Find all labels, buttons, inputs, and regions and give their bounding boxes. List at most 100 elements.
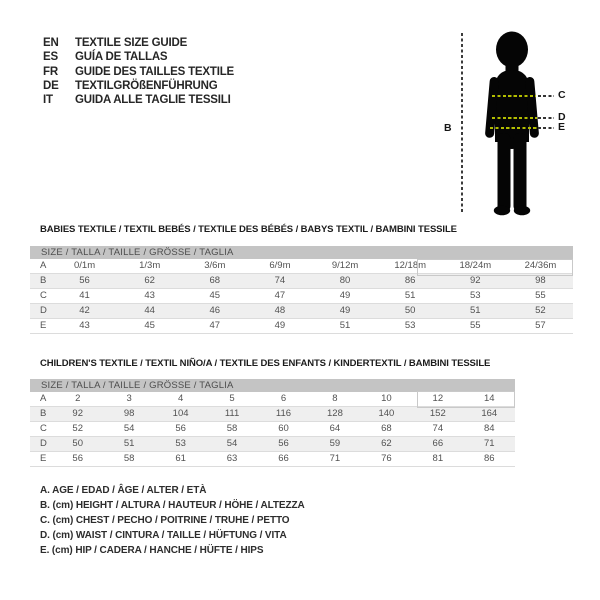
table-cell: 58 — [226, 423, 238, 434]
table-cell: 92 — [470, 275, 481, 286]
row-label: B — [40, 275, 47, 286]
table-row: B 56 62 68 74 80 86 92 98 — [30, 274, 573, 289]
table-cell: 63 — [226, 453, 238, 464]
table-cell: 46 — [209, 305, 221, 316]
table-cell: 49 — [339, 290, 351, 301]
table-cell: 54 — [226, 438, 238, 449]
table-cell: 18/24m — [459, 260, 492, 271]
waist-measure-label: D — [558, 111, 566, 123]
table-cell: 12 — [432, 393, 444, 404]
height-measure-line — [461, 33, 463, 213]
table-cell: 56 — [72, 453, 83, 464]
chest-measure-dash — [492, 95, 536, 97]
table-cell: 3 — [126, 393, 132, 404]
table-cell: 86 — [483, 453, 495, 464]
table-cell: 116 — [275, 408, 292, 419]
table-row: A 2 3 4 5 6 8 10 12 14 — [30, 392, 515, 407]
table-cell: 45 — [209, 290, 221, 301]
row-label: C — [40, 423, 47, 434]
table-cell: 3/6m — [204, 260, 226, 271]
table-cell: 50 — [72, 438, 83, 449]
table-cell: 104 — [172, 408, 189, 419]
table-cell: 57 — [535, 320, 546, 331]
table-cell: 51 — [123, 438, 135, 449]
table-cell: 51 — [339, 320, 351, 331]
babies-size-table: SIZE / TALLA / TAILLE / GRÖSSE / TAGLIA … — [30, 246, 573, 334]
table-cell: 43 — [79, 320, 90, 331]
table-cell: 55 — [535, 290, 546, 301]
language-title: TEXTILE SIZE GUIDE — [75, 37, 188, 49]
children-table-rows: A 2 3 4 5 6 8 10 12 14 B 92 98 104 111 116 128 140 152 164 C… — [30, 392, 515, 467]
babies-table-rows: A 0/1m 1/3m 3/6m 6/9m 9/12m 12/18m 18/24m 24/36m… — [30, 259, 573, 334]
table-cell: 14 — [483, 393, 495, 404]
table-row: C 52 54 56 58 60 64 68 74 84 — [30, 422, 515, 437]
table-cell: 8 — [332, 393, 338, 404]
hip-measure-label: E — [558, 121, 566, 133]
table-cell: 52 — [535, 305, 546, 316]
measurement-legend: A. AGE / EDAD / ÂGE / ALTER / ETÀ B. (cm)… — [40, 483, 305, 558]
legend-line: D. (cm) WAIST / CINTURA / TAILLE / HÜFTU… — [40, 530, 287, 541]
legend-line: C. (cm) CHEST / PECHO / POITRINE / TRUHE… — [40, 515, 290, 526]
table-cell: 71 — [329, 453, 341, 464]
table-row: D 50 51 53 54 56 59 62 66 71 — [30, 437, 515, 452]
language-title: GUIDE DES TAILLES TEXTILE — [75, 65, 234, 78]
babies-table-title: BABIES TEXTILE / TEXTIL BEBÉS / TEXTILE … — [40, 224, 457, 235]
table-cell: 12/18m — [394, 260, 427, 271]
language-code: DE — [43, 79, 59, 92]
row-label: C — [40, 290, 47, 301]
table-cell: 5 — [229, 393, 235, 404]
child-silhouette — [485, 31, 539, 216]
table-cell: 62 — [144, 275, 155, 286]
language-title: GUIDA ALLE TAGLIE TESSILI — [75, 94, 231, 107]
table-cell: 56 — [278, 438, 289, 449]
row-label: E — [40, 320, 47, 331]
language-row: FR GUIDE DES TAILLES TEXTILE — [43, 65, 234, 79]
table-cell: 53 — [175, 438, 186, 449]
table-cell: 66 — [432, 438, 444, 449]
table-cell: 1/3m — [139, 260, 161, 271]
children-size-table: SIZE / TALLA / TAILLE / GRÖSSE / TAGLIA … — [30, 379, 515, 467]
table-cell: 43 — [144, 290, 155, 301]
table-cell: 81 — [432, 453, 444, 464]
table-cell: 74 — [274, 275, 286, 286]
table-cell: 56 — [79, 275, 90, 286]
height-measure-label: B — [444, 122, 452, 134]
waist-connector-dash — [538, 117, 554, 119]
table-cell: 53 — [404, 320, 416, 331]
table-cell: 55 — [470, 320, 481, 331]
table-cell: 66 — [278, 453, 289, 464]
table-cell: 47 — [209, 320, 221, 331]
row-label: A — [40, 260, 47, 271]
language-row: EN TEXTILE SIZE GUIDE — [43, 36, 234, 50]
table-cell: 53 — [470, 290, 481, 301]
table-cell: 80 — [339, 275, 351, 286]
table-cell: 49 — [339, 305, 351, 316]
table-cell: 54 — [123, 423, 135, 434]
table-cell: 42 — [79, 305, 90, 316]
row-label: D — [40, 305, 47, 316]
row-label: E — [40, 453, 47, 464]
table-cell: 164 — [481, 408, 498, 419]
table-cell: 2 — [75, 393, 81, 404]
table-row: A 0/1m 1/3m 3/6m 6/9m 9/12m 12/18m 18/24m 24/36m — [30, 259, 573, 274]
table-row: E 43 45 47 49 51 53 55 57 — [30, 319, 573, 334]
table-cell: 50 — [404, 305, 416, 316]
table-cell: 98 — [123, 408, 135, 419]
table-cell: 86 — [404, 275, 416, 286]
table-cell: 51 — [470, 305, 481, 316]
babies-highlight-box — [417, 259, 573, 276]
children-size-header-bar: SIZE / TALLA / TAILLE / GRÖSSE / TAGLIA — [30, 379, 515, 392]
row-label: D — [40, 438, 47, 449]
language-title-list: EN TEXTILE SIZE GUIDE ES GUÍA DE TALLAS FR GU… — [43, 36, 234, 107]
table-cell: 128 — [327, 408, 343, 419]
legend-line: B. (cm) HEIGHT / ALTURA / HAUTEUR / HÖHE… — [40, 500, 305, 511]
table-cell: 61 — [175, 453, 186, 464]
table-cell: 0/1m — [74, 260, 96, 271]
table-cell: 45 — [144, 320, 155, 331]
table-cell: 51 — [404, 290, 416, 301]
table-cell: 56 — [175, 423, 186, 434]
language-code: EN — [43, 37, 59, 49]
table-cell: 84 — [483, 423, 495, 434]
table-cell: 71 — [483, 438, 495, 449]
table-cell: 111 — [224, 408, 240, 419]
